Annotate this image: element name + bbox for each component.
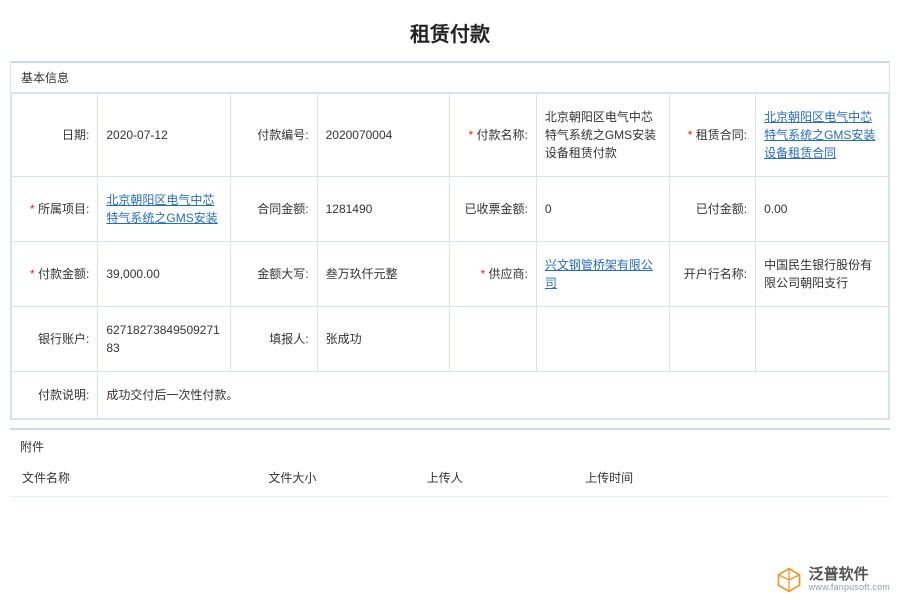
label-desc: 付款说明: (12, 372, 98, 419)
lease-contract-link[interactable]: 北京朝阳区电气中芯特气系统之GMS安装设备租赁合同 (764, 110, 875, 160)
value-desc: 成功交付后一次性付款。 (98, 372, 889, 419)
empty-cell (756, 307, 889, 372)
value-pay-amt: 39,000.00 (98, 242, 231, 307)
value-contract-amt: 1281490 (317, 177, 450, 242)
label-paid-amt: 已付金额: (669, 177, 755, 242)
value-pay-no: 2020070004 (317, 94, 450, 177)
supplier-link[interactable]: 兴文钢管桥架有限公司 (545, 258, 653, 290)
table-row: 所属项目: 北京朝阳区电气中芯特气系统之GMS安装 合同金额: 1281490 … (12, 177, 889, 242)
value-paid-amt: 0.00 (756, 177, 889, 242)
basic-info-section: 基本信息 日期: 2020-07-12 付款编号: 2020070004 付款名… (10, 61, 890, 420)
label-bank-acct: 银行账户: (12, 307, 98, 372)
basic-info-header: 基本信息 (11, 61, 889, 93)
watermark-en: www.fanpusoft.com (809, 583, 890, 593)
label-pay-amt: 付款金额: (12, 242, 98, 307)
label-pay-no: 付款编号: (231, 94, 317, 177)
col-file-size: 文件大小 (256, 459, 414, 497)
watermark-logo-icon (775, 566, 803, 594)
project-link[interactable]: 北京朝阳区电气中芯特气系统之GMS安装 (106, 193, 217, 225)
col-file-name: 文件名称 (10, 459, 256, 497)
value-supplier: 兴文钢管桥架有限公司 (536, 242, 669, 307)
label-filler: 填报人: (231, 307, 317, 372)
label-amt-words: 金额大写: (231, 242, 317, 307)
table-row: 付款说明: 成功交付后一次性付款。 (12, 372, 889, 419)
col-upload-time: 上传时间 (573, 459, 890, 497)
value-bank-name: 中国民生银行股份有限公司朝阳支行 (756, 242, 889, 307)
label-lease-contract: 租赁合同: (669, 94, 755, 177)
label-date: 日期: (12, 94, 98, 177)
value-filler: 张成功 (317, 307, 450, 372)
label-contract-amt: 合同金额: (231, 177, 317, 242)
basic-info-table: 日期: 2020-07-12 付款编号: 2020070004 付款名称: 北京… (11, 93, 889, 419)
watermark-text: 泛普软件 www.fanpusoft.com (809, 567, 890, 593)
watermark: 泛普软件 www.fanpusoft.com (775, 566, 890, 594)
empty-cell (669, 307, 755, 372)
value-project: 北京朝阳区电气中芯特气系统之GMS安装 (98, 177, 231, 242)
value-amt-words: 叁万玖仟元整 (317, 242, 450, 307)
value-invoiced-amt: 0 (536, 177, 669, 242)
table-row: 银行账户: 6271827384950927183 填报人: 张成功 (12, 307, 889, 372)
label-pay-name: 付款名称: (450, 94, 536, 177)
value-lease-contract: 北京朝阳区电气中芯特气系统之GMS安装设备租赁合同 (756, 94, 889, 177)
label-project: 所属项目: (12, 177, 98, 242)
table-row: 付款金额: 39,000.00 金额大写: 叁万玖仟元整 供应商: 兴文钢管桥架… (12, 242, 889, 307)
label-bank-name: 开户行名称: (669, 242, 755, 307)
table-row: 日期: 2020-07-12 付款编号: 2020070004 付款名称: 北京… (12, 94, 889, 177)
attachments-table: 文件名称 文件大小 上传人 上传时间 (10, 459, 890, 497)
col-uploader: 上传人 (415, 459, 573, 497)
label-invoiced-amt: 已收票金额: (450, 177, 536, 242)
empty-cell (450, 307, 536, 372)
page-title: 租赁付款 (0, 0, 900, 61)
attachments-header: 附件 (10, 428, 890, 459)
label-supplier: 供应商: (450, 242, 536, 307)
empty-cell (536, 307, 669, 372)
value-date: 2020-07-12 (98, 94, 231, 177)
value-pay-name: 北京朝阳区电气中芯特气系统之GMS安装设备租赁付款 (536, 94, 669, 177)
watermark-cn: 泛普软件 (809, 567, 890, 584)
value-bank-acct: 6271827384950927183 (98, 307, 231, 372)
attachments-header-row: 文件名称 文件大小 上传人 上传时间 (10, 459, 890, 497)
